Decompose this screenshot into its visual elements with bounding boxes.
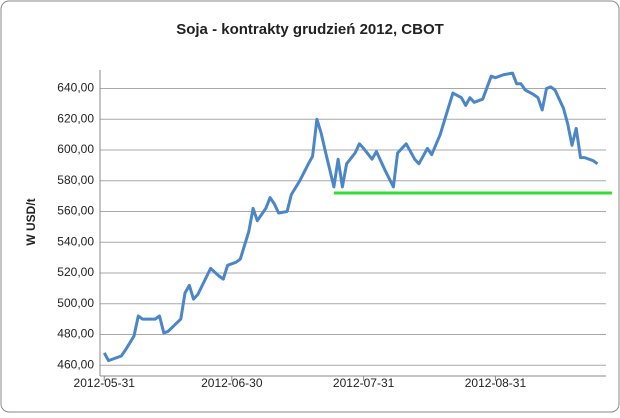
y-tick-label: 520,00 bbox=[57, 265, 94, 279]
y-tick-label: 540,00 bbox=[57, 234, 94, 248]
y-tick-label: 560,00 bbox=[57, 204, 94, 218]
y-axis-label: W USD/t bbox=[24, 198, 38, 245]
chart-title: Soja - kontrakty grudzień 2012, CBOT bbox=[176, 21, 444, 38]
y-tick-label: 600,00 bbox=[57, 142, 94, 156]
data-line bbox=[102, 71, 599, 363]
y-tick-label: 460,00 bbox=[57, 357, 94, 371]
x-tick-label: 2012-05-31 bbox=[74, 376, 136, 390]
y-tick-label: 500,00 bbox=[57, 296, 94, 310]
y-tick-label: 480,00 bbox=[57, 327, 94, 341]
x-tick-label: 2012-08-31 bbox=[465, 376, 527, 390]
y-tick-label: 580,00 bbox=[57, 173, 94, 187]
x-tick-label: 2012-07-31 bbox=[333, 376, 395, 390]
x-tick-label: 2012-06-30 bbox=[201, 376, 263, 390]
y-tick-label: 640,00 bbox=[57, 81, 94, 95]
y-tick-label: 620,00 bbox=[57, 111, 94, 125]
